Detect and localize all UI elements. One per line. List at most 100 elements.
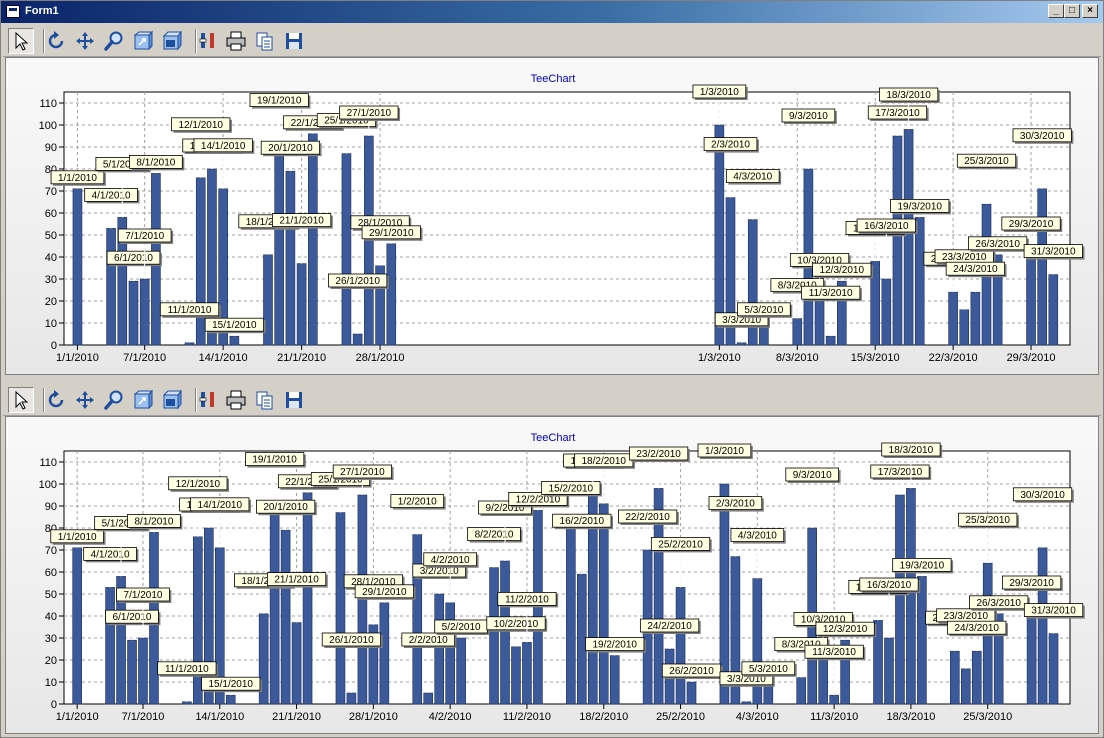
bar[interactable] xyxy=(500,560,510,705)
pointer-button[interactable] xyxy=(8,28,34,54)
bar[interactable] xyxy=(296,263,307,346)
move-button[interactable] xyxy=(72,387,98,413)
bar[interactable] xyxy=(302,492,313,705)
rotate-button[interactable] xyxy=(43,387,69,413)
bar[interactable] xyxy=(970,291,981,346)
bar[interactable] xyxy=(971,650,982,705)
mark-label: 5/1/2010 xyxy=(102,518,141,529)
bar[interactable] xyxy=(840,639,850,705)
bar[interactable] xyxy=(184,342,195,346)
print-button[interactable] xyxy=(223,28,249,54)
bar[interactable] xyxy=(229,335,240,346)
view3d-button[interactable] xyxy=(130,387,156,413)
bar[interactable] xyxy=(127,639,137,705)
bar[interactable] xyxy=(352,333,363,346)
edit-button[interactable] xyxy=(195,387,221,413)
zoom-button[interactable] xyxy=(101,28,127,54)
bar[interactable] xyxy=(456,637,466,705)
bar[interactable] xyxy=(1026,615,1037,705)
pointer-button[interactable] xyxy=(8,387,34,413)
zoom-button[interactable] xyxy=(101,387,127,413)
bar[interactable] xyxy=(105,587,115,705)
bar[interactable] xyxy=(736,342,747,346)
bar[interactable] xyxy=(914,217,925,346)
bar[interactable] xyxy=(948,291,958,346)
depth3d-button[interactable] xyxy=(159,28,185,54)
bar[interactable] xyxy=(280,529,291,705)
maximize-button[interactable]: □ xyxy=(1064,4,1080,18)
bar[interactable] xyxy=(892,135,903,346)
bar[interactable] xyxy=(895,494,905,705)
bar[interactable] xyxy=(489,567,499,705)
bar[interactable] xyxy=(959,309,970,346)
bar[interactable] xyxy=(960,668,971,705)
save-button[interactable] xyxy=(281,28,307,54)
bar[interactable] xyxy=(285,170,296,346)
bar[interactable] xyxy=(139,278,150,346)
bar[interactable] xyxy=(72,547,82,705)
bar[interactable] xyxy=(346,692,357,705)
move-button[interactable] xyxy=(72,28,98,54)
bar[interactable] xyxy=(386,243,397,346)
bar[interactable] xyxy=(1037,547,1048,705)
bar[interactable] xyxy=(335,512,346,705)
bar[interactable] xyxy=(341,153,352,346)
bar[interactable] xyxy=(917,576,927,705)
bar[interactable] xyxy=(829,694,839,705)
bar[interactable] xyxy=(906,488,916,705)
bar[interactable] xyxy=(225,694,236,705)
bar[interactable] xyxy=(1037,188,1047,346)
bar[interactable] xyxy=(675,587,686,705)
bar[interactable] xyxy=(445,602,455,705)
bar[interactable] xyxy=(522,642,532,705)
close-button[interactable]: × xyxy=(1082,4,1098,18)
bar[interactable] xyxy=(1048,274,1059,346)
view3d-button[interactable] xyxy=(130,28,156,54)
bar[interactable] xyxy=(274,153,284,346)
rotate-button[interactable] xyxy=(43,28,69,54)
bar[interactable] xyxy=(714,124,725,346)
bar[interactable] xyxy=(577,573,587,705)
bar[interactable] xyxy=(193,536,203,705)
bar[interactable] xyxy=(138,637,148,705)
bar[interactable] xyxy=(1026,256,1036,346)
bar[interactable] xyxy=(566,521,576,705)
copy-button[interactable] xyxy=(252,387,278,413)
bar[interactable] xyxy=(884,637,894,705)
bar[interactable] xyxy=(609,655,620,705)
bar[interactable] xyxy=(269,512,280,705)
bar[interactable] xyxy=(291,622,302,705)
bar[interactable] xyxy=(434,593,444,705)
bar[interactable] xyxy=(825,335,836,346)
bar[interactable] xyxy=(881,278,892,346)
bar[interactable] xyxy=(1048,633,1059,705)
bar[interactable] xyxy=(412,534,423,705)
minimize-button[interactable]: _ xyxy=(1048,4,1064,18)
bar[interactable] xyxy=(950,650,960,705)
bar[interactable] xyxy=(423,692,434,705)
bar[interactable] xyxy=(72,188,83,346)
save-button[interactable] xyxy=(281,387,307,413)
bar[interactable] xyxy=(837,280,847,346)
bar[interactable] xyxy=(796,677,807,705)
bar[interactable] xyxy=(511,646,521,705)
bar[interactable] xyxy=(873,620,883,705)
bar[interactable] xyxy=(128,280,139,346)
bar[interactable] xyxy=(598,503,609,705)
edit-button[interactable] xyxy=(195,28,221,54)
bar[interactable] xyxy=(792,318,803,346)
bar[interactable] xyxy=(116,576,126,705)
chart-bottom[interactable]: TeeChart01020304050607080901001101/1/201… xyxy=(6,417,1100,735)
bar[interactable] xyxy=(741,701,752,705)
bar[interactable] xyxy=(686,681,697,705)
copy-button[interactable] xyxy=(252,28,278,54)
bar[interactable] xyxy=(308,133,318,346)
depth3d-button[interactable] xyxy=(159,387,185,413)
bar[interactable] xyxy=(903,129,914,346)
bar[interactable] xyxy=(106,228,116,346)
print-button[interactable] xyxy=(223,387,249,413)
bar[interactable] xyxy=(195,177,206,346)
bar[interactable] xyxy=(379,602,390,705)
bar[interactable] xyxy=(182,701,192,705)
chart-top[interactable]: TeeChart01020304050607080901001101/1/201… xyxy=(6,58,1100,376)
